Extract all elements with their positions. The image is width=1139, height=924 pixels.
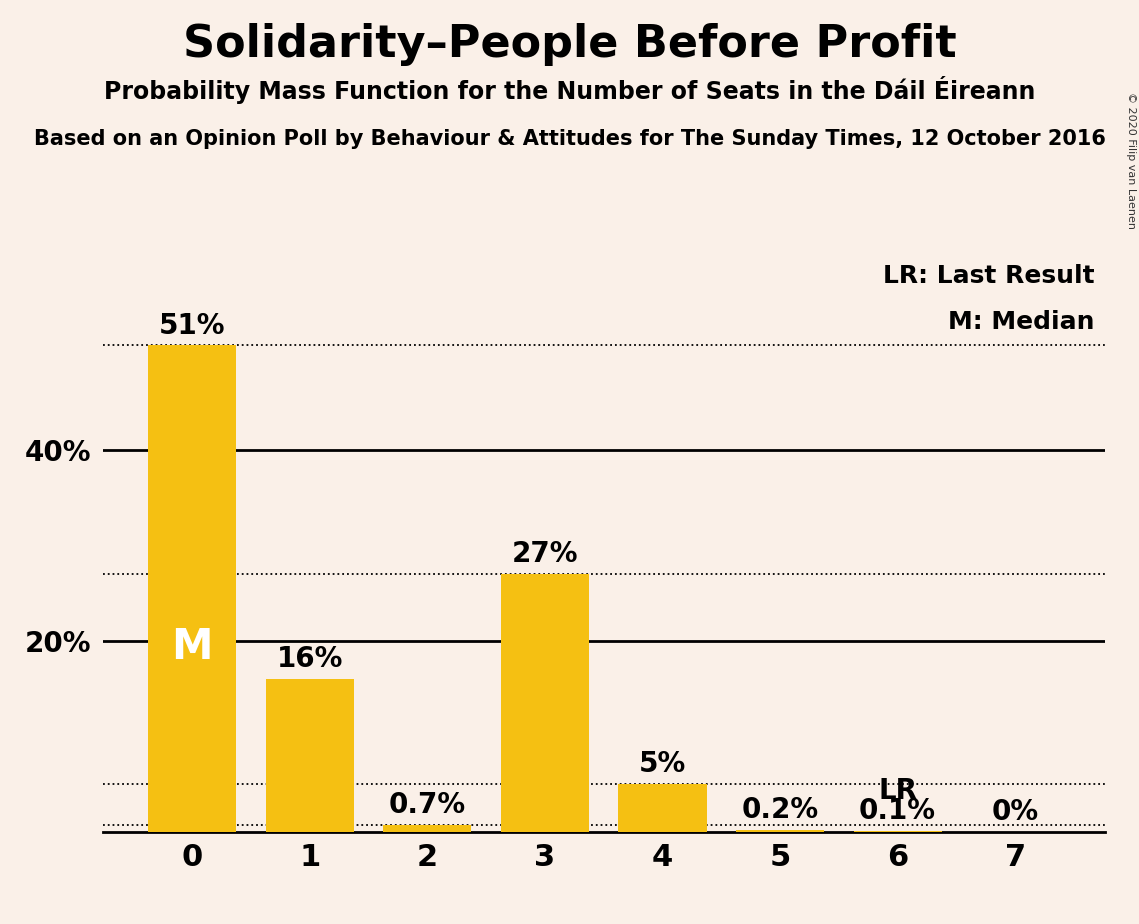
Text: © 2020 Filip van Laenen: © 2020 Filip van Laenen — [1126, 92, 1136, 229]
Bar — [148, 345, 236, 832]
Bar — [383, 825, 472, 832]
Bar — [501, 574, 589, 832]
Text: Based on an Opinion Poll by Behaviour & Attitudes for The Sunday Times, 12 Octob: Based on an Opinion Poll by Behaviour & … — [34, 129, 1106, 150]
Text: LR: LR — [878, 777, 917, 805]
Text: 51%: 51% — [159, 312, 226, 340]
Text: 0.1%: 0.1% — [859, 796, 936, 825]
Text: 0.7%: 0.7% — [388, 791, 466, 820]
Text: M: M — [171, 626, 213, 667]
Bar — [736, 830, 825, 832]
Text: Solidarity–People Before Profit: Solidarity–People Before Profit — [182, 23, 957, 67]
Text: 27%: 27% — [511, 540, 579, 568]
Bar — [265, 679, 354, 832]
Text: M: Median: M: Median — [949, 310, 1095, 334]
Text: 0.2%: 0.2% — [741, 796, 819, 824]
Text: 0%: 0% — [992, 797, 1039, 826]
Text: 16%: 16% — [277, 645, 343, 673]
Text: Probability Mass Function for the Number of Seats in the Dáil Éireann: Probability Mass Function for the Number… — [104, 76, 1035, 103]
Text: LR: Last Result: LR: Last Result — [883, 264, 1095, 288]
Bar — [853, 831, 942, 832]
Text: 5%: 5% — [639, 750, 686, 778]
Bar — [618, 784, 706, 832]
